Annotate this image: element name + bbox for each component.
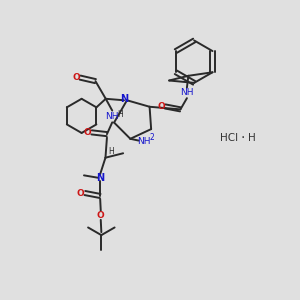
Text: HCl: HCl <box>220 133 238 143</box>
Text: H: H <box>118 110 123 118</box>
Text: O: O <box>84 128 92 137</box>
Text: O: O <box>157 102 165 111</box>
Text: NH: NH <box>137 137 150 146</box>
Text: H: H <box>248 133 256 143</box>
Text: N: N <box>96 173 104 183</box>
Text: NH: NH <box>180 88 194 98</box>
Text: 2: 2 <box>149 133 154 142</box>
Text: O: O <box>72 73 80 82</box>
Text: O: O <box>97 211 105 220</box>
Text: O: O <box>77 188 85 197</box>
Text: N: N <box>121 94 129 103</box>
Text: ·: · <box>241 131 245 145</box>
Text: H: H <box>109 147 114 156</box>
Text: NH: NH <box>106 112 119 121</box>
